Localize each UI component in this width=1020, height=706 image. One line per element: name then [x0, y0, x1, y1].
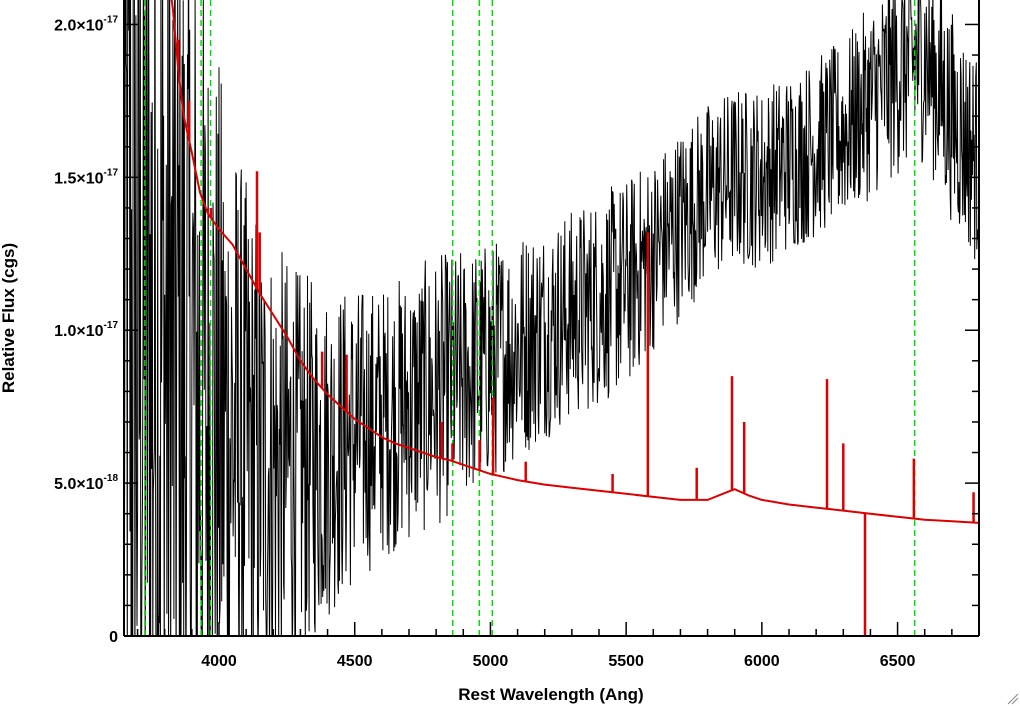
- y-axis-title: Relative Flux (cgs): [0, 243, 18, 393]
- observed-spectrum-line: [124, 0, 979, 636]
- x-tick-label: 5500: [608, 653, 644, 670]
- x-tick-label: 6000: [744, 653, 780, 670]
- y-ticks: 0 5.0×10-18 1.0×10-17 1.5×10-17 2.0×10-17: [54, 14, 979, 646]
- model-spectrum-line: [170, 0, 979, 524]
- y-tick-label: 5.0×10-18: [54, 473, 118, 493]
- model-emission-spikes: [177, 39, 975, 636]
- reference-lines: [144, 0, 916, 636]
- x-tick-label: 6500: [880, 653, 916, 670]
- plot-area: [124, 0, 979, 636]
- y-tick-label: 1.0×10-17: [54, 320, 118, 340]
- x-tick-label: 5000: [473, 653, 509, 670]
- resize-grip-icon[interactable]: [1007, 693, 1019, 705]
- x-tick-label: 4000: [201, 653, 237, 670]
- x-axis-title: Rest Wavelength (Ang): [458, 685, 643, 704]
- y-tick-label: 1.5×10-17: [54, 167, 118, 187]
- y-tick-label: 2.0×10-17: [54, 14, 118, 34]
- x-ticks: 4000 4500 5000 5500 6000 6500: [136, 622, 980, 670]
- x-tick-label: 4500: [337, 653, 373, 670]
- axes: 4000 4500 5000 5500 6000 6500 0 5.0×10-18 1.0×1…: [54, 0, 980, 670]
- y-tick-label: 0: [109, 629, 118, 646]
